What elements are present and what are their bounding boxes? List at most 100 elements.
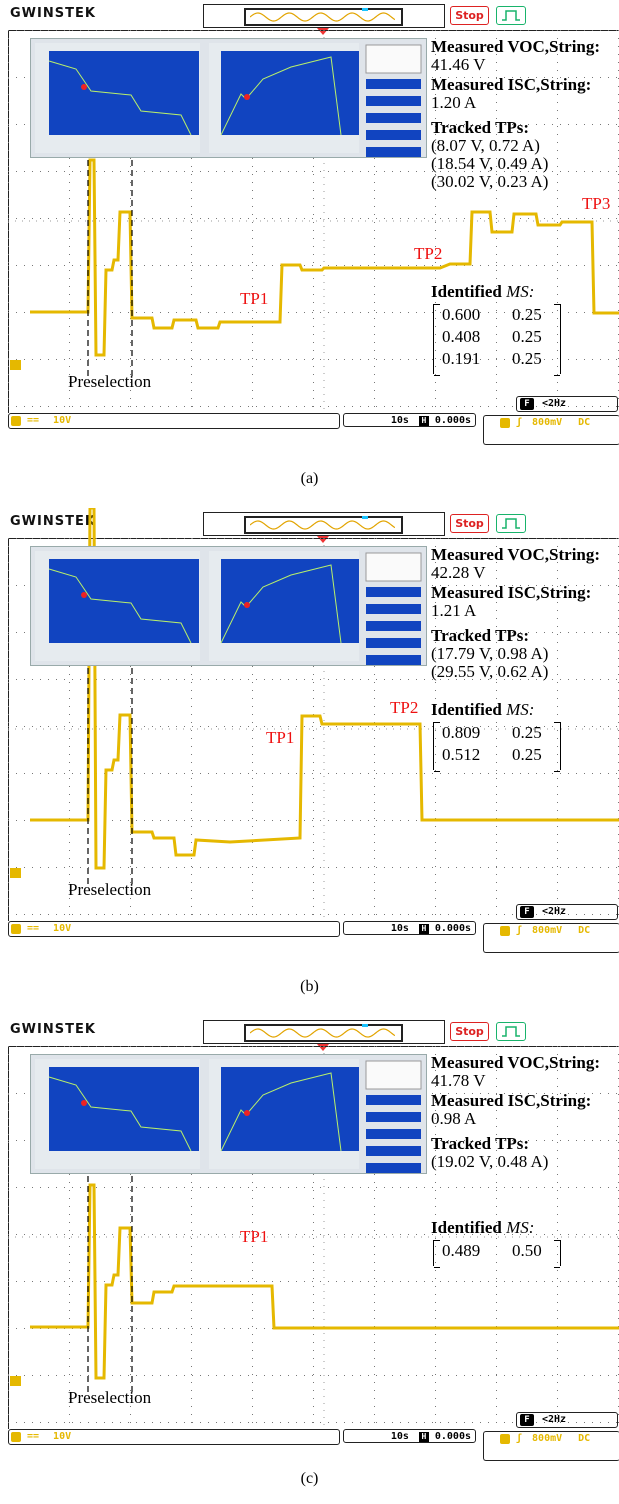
tracked-tp: (30.02 V, 0.23 A) (431, 171, 549, 191)
trigger-mode-button[interactable] (496, 514, 526, 533)
time-per-div: 10s (390, 415, 409, 426)
rising-edge-icon: ʃ (516, 417, 523, 428)
panel-caption: (b) (300, 978, 319, 995)
timebase-box[interactable]: 10s H 0.000s (343, 413, 476, 427)
stop-button[interactable]: Stop (450, 1022, 489, 1041)
tp-label: TP2 (414, 244, 443, 263)
f-icon: F (520, 1414, 534, 1426)
horizontal-offset: 0.000s (434, 1431, 471, 1442)
f-icon: F (520, 398, 534, 410)
channel-icon (11, 416, 21, 426)
channel-box[interactable]: == 10V (8, 921, 340, 937)
trigger-mode-button[interactable] (496, 1022, 526, 1041)
voc-value: 42.28 V (431, 562, 486, 582)
channel-box[interactable]: == 10V (8, 1429, 340, 1445)
ms-symbol: MS: (501, 700, 535, 719)
ms-label: Identified (431, 700, 502, 719)
panel-caption: (c) (300, 1470, 319, 1487)
trigger-level: 800mV (532, 925, 563, 936)
brand-logo: GWINSTEK (10, 6, 96, 21)
measurement-annotation: Measured VOC,String: 41.46 V Measured ISC,… (431, 38, 616, 191)
channel-box[interactable]: == 10V (8, 413, 340, 429)
ms-label: Identified (431, 1218, 502, 1237)
volts-per-div: 10V (53, 1431, 72, 1442)
trigger-box[interactable]: ʃ 800mV DC (483, 415, 619, 445)
isc-heading: Measured ISC,String: (431, 582, 592, 602)
iv-pv-curves-icon (35, 43, 422, 157)
f-icon: F (520, 906, 534, 918)
tracked-tp: (17.79 V, 0.98 A) (431, 644, 549, 664)
waveform-preview-icon (250, 12, 395, 22)
isc-heading: Measured ISC,String: (431, 1090, 592, 1110)
horizontal-offset: 0.000s (434, 923, 471, 934)
tp-label: TP1 (266, 728, 295, 747)
pulse-icon (502, 518, 520, 529)
frequency-value: <2Hz (542, 398, 567, 409)
panel-caption: (a) (300, 470, 319, 487)
memory-bar[interactable] (203, 4, 445, 28)
measurement-annotation: Measured VOC,String: 41.78 V Measured ISC,… (431, 1054, 616, 1171)
scope-header: GWINSTEK Stop (0, 0, 619, 35)
isc-heading: Measured ISC,String: (431, 74, 592, 94)
ms-label: Identified (431, 282, 502, 301)
dc-coupling-icon: == (27, 923, 40, 934)
scope-footer: == 10V 10s H 0.000s ʃ 800mV DC (0, 920, 619, 953)
stop-button[interactable]: Stop (450, 514, 489, 533)
ms-cell: 0.25 (512, 327, 542, 346)
trigger-coupling: DC (578, 1433, 591, 1444)
tp-label: TP3 (582, 194, 611, 213)
brand-logo: GWINSTEK (10, 1022, 96, 1037)
trigger-level: 800mV (532, 417, 563, 428)
memory-position-marker (362, 1024, 368, 1027)
ms-cell: 0.25 (512, 349, 542, 368)
identified-ms: Identified MS: 0.600 0.25 0.408 0.25 0.191 0.2… (431, 282, 561, 376)
tp-label: TP2 (390, 698, 419, 717)
scope-panel: GWINSTEK Stop TP1 TP2 Measured VOC,String: 42… (0, 508, 619, 953)
voc-heading: Measured VOC,String: (431, 545, 601, 564)
trigger-channel-icon (500, 418, 510, 428)
trigger-position-marker (317, 1044, 329, 1051)
waveform-preview-icon (250, 520, 395, 530)
measurement-annotation: Measured VOC,String: 42.28 V Measured ISC,… (431, 546, 616, 681)
tracked-heading: Tracked TPs: (431, 626, 530, 646)
tp-label: TP1 (240, 289, 269, 308)
preselection-label: Preselection (68, 880, 152, 899)
frequency-readout: F <2Hz (516, 396, 618, 412)
ms-cell: 0.809 (442, 723, 481, 742)
preselection-label: Preselection (68, 372, 152, 391)
isc-value: 1.21 A (431, 600, 477, 620)
ms-cell: 0.25 (512, 723, 542, 742)
volts-per-div: 10V (53, 923, 72, 934)
trigger-box[interactable]: ʃ 800mV DC (483, 923, 619, 953)
tracked-tp: (29.55 V, 0.62 A) (431, 662, 549, 682)
rising-edge-icon: ʃ (516, 925, 523, 936)
voc-value: 41.78 V (431, 1070, 486, 1090)
pulse-icon (502, 10, 520, 21)
trigger-channel-icon (500, 1434, 510, 1444)
trigger-box[interactable]: ʃ 800mV DC (483, 1431, 619, 1461)
ms-matrix: 0.489 0.50 (433, 1240, 561, 1268)
timebase-box[interactable]: 10s H 0.000s (343, 1429, 476, 1443)
stop-button[interactable]: Stop (450, 6, 489, 25)
tracked-heading: Tracked TPs: (431, 1134, 530, 1154)
memory-bar[interactable] (203, 512, 445, 536)
tracked-tp: (19.02 V, 0.48 A) (431, 1152, 549, 1172)
scope-header: GWINSTEK Stop (0, 1016, 619, 1051)
horizontal-icon: H (418, 416, 429, 426)
trigger-position-marker (317, 28, 329, 35)
waveform-preview-icon (250, 1028, 395, 1038)
trigger-coupling: DC (578, 925, 591, 936)
scope-header: GWINSTEK Stop (0, 508, 619, 543)
horizontal-offset: 0.000s (434, 415, 471, 426)
trigger-mode-button[interactable] (496, 6, 526, 25)
memory-bar[interactable] (203, 1020, 445, 1044)
voc-value: 41.46 V (431, 54, 486, 74)
memory-window (244, 516, 403, 534)
ms-cell: 0.512 (442, 745, 481, 764)
scope-panel: GWINSTEK Stop TP1 Measured VOC,String: 41.78… (0, 1016, 619, 1461)
memory-position-marker (362, 516, 368, 519)
isc-value: 1.20 A (431, 92, 477, 112)
ms-symbol: MS: (501, 282, 535, 301)
ms-cell: 0.50 (512, 1241, 542, 1260)
timebase-box[interactable]: 10s H 0.000s (343, 921, 476, 935)
